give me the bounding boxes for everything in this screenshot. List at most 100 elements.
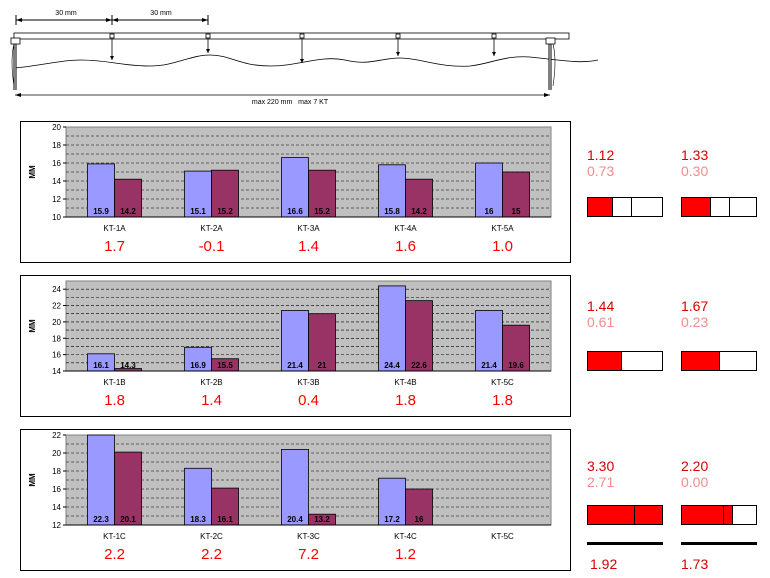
x-tick-label: KT-1C (103, 532, 126, 540)
data-label: 20.1 (120, 515, 136, 524)
gauge-divider (633, 506, 635, 524)
x-tick-label: KT-5C (491, 378, 514, 386)
stat-a-right: 1.33 0.30 (681, 147, 708, 179)
x-tick-label: KT-3B (297, 378, 319, 386)
bar (184, 467, 212, 526)
x-tick-label: KT-2A (200, 224, 223, 232)
y-tick-label: 20 (52, 318, 61, 327)
stat-value-primary: 1.12 (587, 147, 615, 163)
stat-value-primary: 3.30 (587, 458, 615, 474)
y-tick-label: 22 (52, 302, 61, 311)
x-tick-label: KT-5A (491, 224, 514, 232)
gauge-divider (719, 352, 720, 370)
dim-label-2: 30 mm (150, 10, 172, 17)
total-rule-right (681, 542, 757, 545)
bar (378, 164, 406, 218)
data-label: 14.2 (120, 207, 136, 216)
stat-c-left: 3.30 2.71 (587, 458, 614, 490)
bar (211, 487, 239, 526)
x-tick-label: KT-5C (491, 532, 514, 540)
data-label: 22.3 (93, 515, 109, 524)
stat-value-primary: 1.33 (681, 147, 709, 163)
data-label: 15.2 (217, 207, 233, 216)
straight-edge (13, 32, 570, 40)
stat-b-right: 1.67 0.23 (681, 298, 708, 330)
x-tick-label: KT-4C (394, 532, 417, 540)
data-label: 16 (415, 515, 424, 524)
surface-profile (13, 54, 599, 69)
bar (211, 169, 239, 218)
stat-value-primary: 1.44 (587, 298, 615, 314)
difference-row-c: 2.2 2.2 7.2 1.2 (21, 546, 570, 563)
difference-value: 2.2 (201, 546, 222, 563)
stat-value-secondary: 0.00 (681, 474, 709, 490)
x-tick-label: KT-3A (297, 224, 320, 232)
x-tick-label: KT-3C (297, 532, 320, 540)
y-tick-label: 12 (52, 195, 61, 204)
y-tick-label: 18 (52, 141, 61, 150)
stat-a-left: 1.12 0.73 (587, 147, 614, 179)
gauge-fill (682, 198, 711, 216)
y-tick-label: 18 (52, 467, 61, 476)
data-label: 16 (485, 207, 494, 216)
x-tick-label: KT-2C (200, 532, 223, 540)
difference-value: -0.1 (198, 238, 225, 255)
x-tick-label: KT-1B (103, 378, 125, 386)
y-tick-label: 18 (52, 334, 61, 343)
bar (405, 178, 433, 218)
x-tick-label: KT-4A (394, 224, 417, 232)
gauge-divider (630, 198, 632, 216)
gauge-divider (710, 198, 712, 216)
y-tick-label: 20 (52, 123, 61, 132)
gauge-fill (588, 198, 613, 216)
bar (281, 448, 309, 526)
gauge-divider (621, 352, 623, 370)
bar (114, 178, 142, 218)
gauge-c-left (587, 505, 663, 525)
x-tick-label: KT-1A (103, 224, 126, 232)
gauge-fill (682, 352, 719, 370)
y-axis-label: MM (28, 165, 37, 179)
y-tick-label: 10 (52, 213, 61, 222)
dim-label-1: 30 mm (55, 10, 77, 17)
data-label: 16.9 (190, 361, 206, 370)
y-tick-label: 16 (52, 485, 61, 494)
gauge-fill (588, 352, 622, 370)
data-label: 15.2 (314, 207, 330, 216)
difference-value: 1.8 (395, 392, 416, 409)
difference-value: 1.0 (492, 238, 513, 255)
bar (378, 285, 406, 372)
data-label: 16.1 (217, 515, 233, 524)
stat-value-primary: 1.67 (681, 298, 709, 314)
total-right: 1.73 (681, 556, 709, 572)
stat-value-secondary: 2.71 (587, 474, 615, 490)
stat-value-secondary: 0.23 (681, 314, 709, 330)
bar (281, 310, 309, 372)
bar (378, 477, 406, 526)
chart-panel-c: 12 14 16 18 20 22 MM 22.3 20.1 KT-1C 18.3 16.1 KT-2C… (20, 429, 571, 571)
difference-value: 1.8 (104, 392, 125, 409)
difference-row-b: 1.8 1.4 0.4 1.8 1.8 (21, 392, 570, 409)
bar (87, 434, 115, 526)
stat-value-secondary: 0.30 (681, 163, 709, 179)
x-tick-label: KT-2B (200, 378, 222, 386)
y-axis-label: MM (28, 319, 37, 333)
gauge-fill (588, 506, 662, 524)
difference-value: 1.8 (492, 392, 513, 409)
data-label: 15.5 (217, 361, 233, 370)
data-label: 20.4 (287, 515, 303, 524)
data-label: 19.6 (508, 361, 524, 370)
difference-value: 0.4 (298, 392, 319, 409)
difference-value: 7.2 (298, 546, 319, 563)
data-label: 22.6 (411, 361, 427, 370)
y-axis-label: MM (28, 473, 37, 487)
data-label: 21 (318, 361, 327, 370)
stat-value-secondary: 0.73 (587, 163, 615, 179)
measurement-diagram: 30 mm 30 mm max 220 mm max 7 KT (10, 10, 599, 106)
max-dimension-label: max 220 mm max 7 KT (252, 99, 329, 106)
difference-value: 1.4 (298, 238, 319, 255)
x-tick-label: KT-4B (394, 378, 416, 386)
gauge-c-right (681, 505, 757, 525)
gauge-a-right (681, 197, 757, 217)
bar (308, 169, 336, 218)
